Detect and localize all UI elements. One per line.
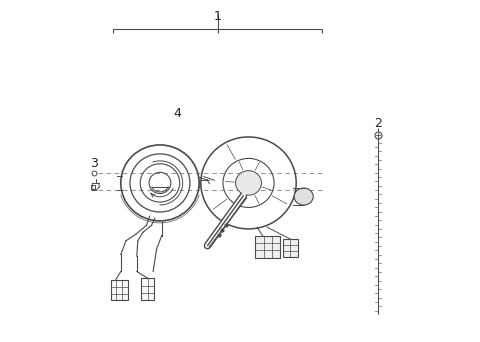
FancyBboxPatch shape xyxy=(283,239,298,257)
Ellipse shape xyxy=(294,188,313,205)
Text: 2: 2 xyxy=(374,117,382,130)
Text: 4: 4 xyxy=(173,107,181,120)
FancyBboxPatch shape xyxy=(141,278,154,300)
FancyBboxPatch shape xyxy=(255,236,280,258)
Ellipse shape xyxy=(236,171,262,195)
FancyBboxPatch shape xyxy=(110,280,128,300)
Text: 3: 3 xyxy=(90,157,98,170)
Text: 1: 1 xyxy=(214,10,222,23)
